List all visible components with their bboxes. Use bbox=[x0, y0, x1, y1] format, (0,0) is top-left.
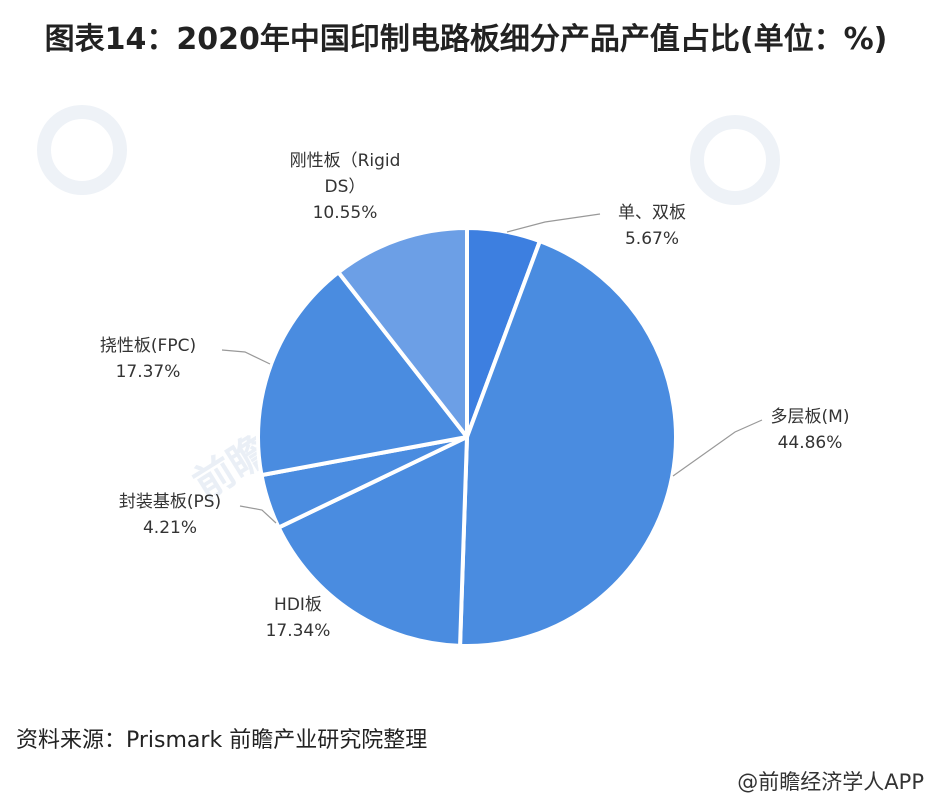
slice-label-3-line-0: 封装基板(PS) bbox=[119, 492, 221, 512]
leader-line-3 bbox=[239, 505, 277, 524]
slice-value-4: 17.37% bbox=[116, 362, 181, 382]
leader-lines bbox=[221, 213, 763, 524]
credit-note: @前瞻经济学人APP bbox=[737, 770, 924, 794]
pie-slice-1 bbox=[458, 239, 678, 648]
leader-line-0 bbox=[506, 213, 601, 233]
chart-title: 图表14：2020年中国印制电路板细分产品产值占比(单位：%) bbox=[44, 22, 888, 57]
slice-value-2: 17.34% bbox=[266, 621, 331, 641]
pie-slice-5 bbox=[336, 226, 469, 439]
slice-label-2-line-0: HDI板 bbox=[274, 595, 322, 615]
slice-value-0: 5.67% bbox=[625, 229, 679, 249]
slice-label-4-line-0: 挠性板(FPC) bbox=[100, 336, 196, 356]
slice-value-3: 4.21% bbox=[143, 518, 197, 538]
pie-slice-4 bbox=[256, 270, 469, 478]
slice-label-1-line-0: 多层板(M) bbox=[771, 407, 850, 427]
watermark-logo-left bbox=[37, 105, 127, 195]
leader-line-1 bbox=[672, 419, 763, 477]
slice-label-5-line-0: 刚性板（Rigid bbox=[290, 151, 401, 171]
slice-labels: 单、双板 5.67% 多层板(M) 44.86% HDI板 17.34% 封装基板(PS) 4… bbox=[100, 151, 850, 641]
source-note: 资料来源：Prismark 前瞻产业研究院整理 bbox=[16, 728, 428, 753]
slice-label-0-line-0: 单、双板 bbox=[618, 203, 686, 223]
pie-slice-2 bbox=[276, 435, 469, 648]
watermark-logo-right bbox=[690, 115, 780, 205]
leader-line-4 bbox=[221, 349, 271, 365]
slice-value-5: 10.55% bbox=[313, 203, 378, 223]
pie-slices bbox=[256, 226, 678, 648]
slice-value-1: 44.86% bbox=[778, 433, 843, 453]
slice-label-5-line-1: DS） bbox=[325, 177, 366, 197]
